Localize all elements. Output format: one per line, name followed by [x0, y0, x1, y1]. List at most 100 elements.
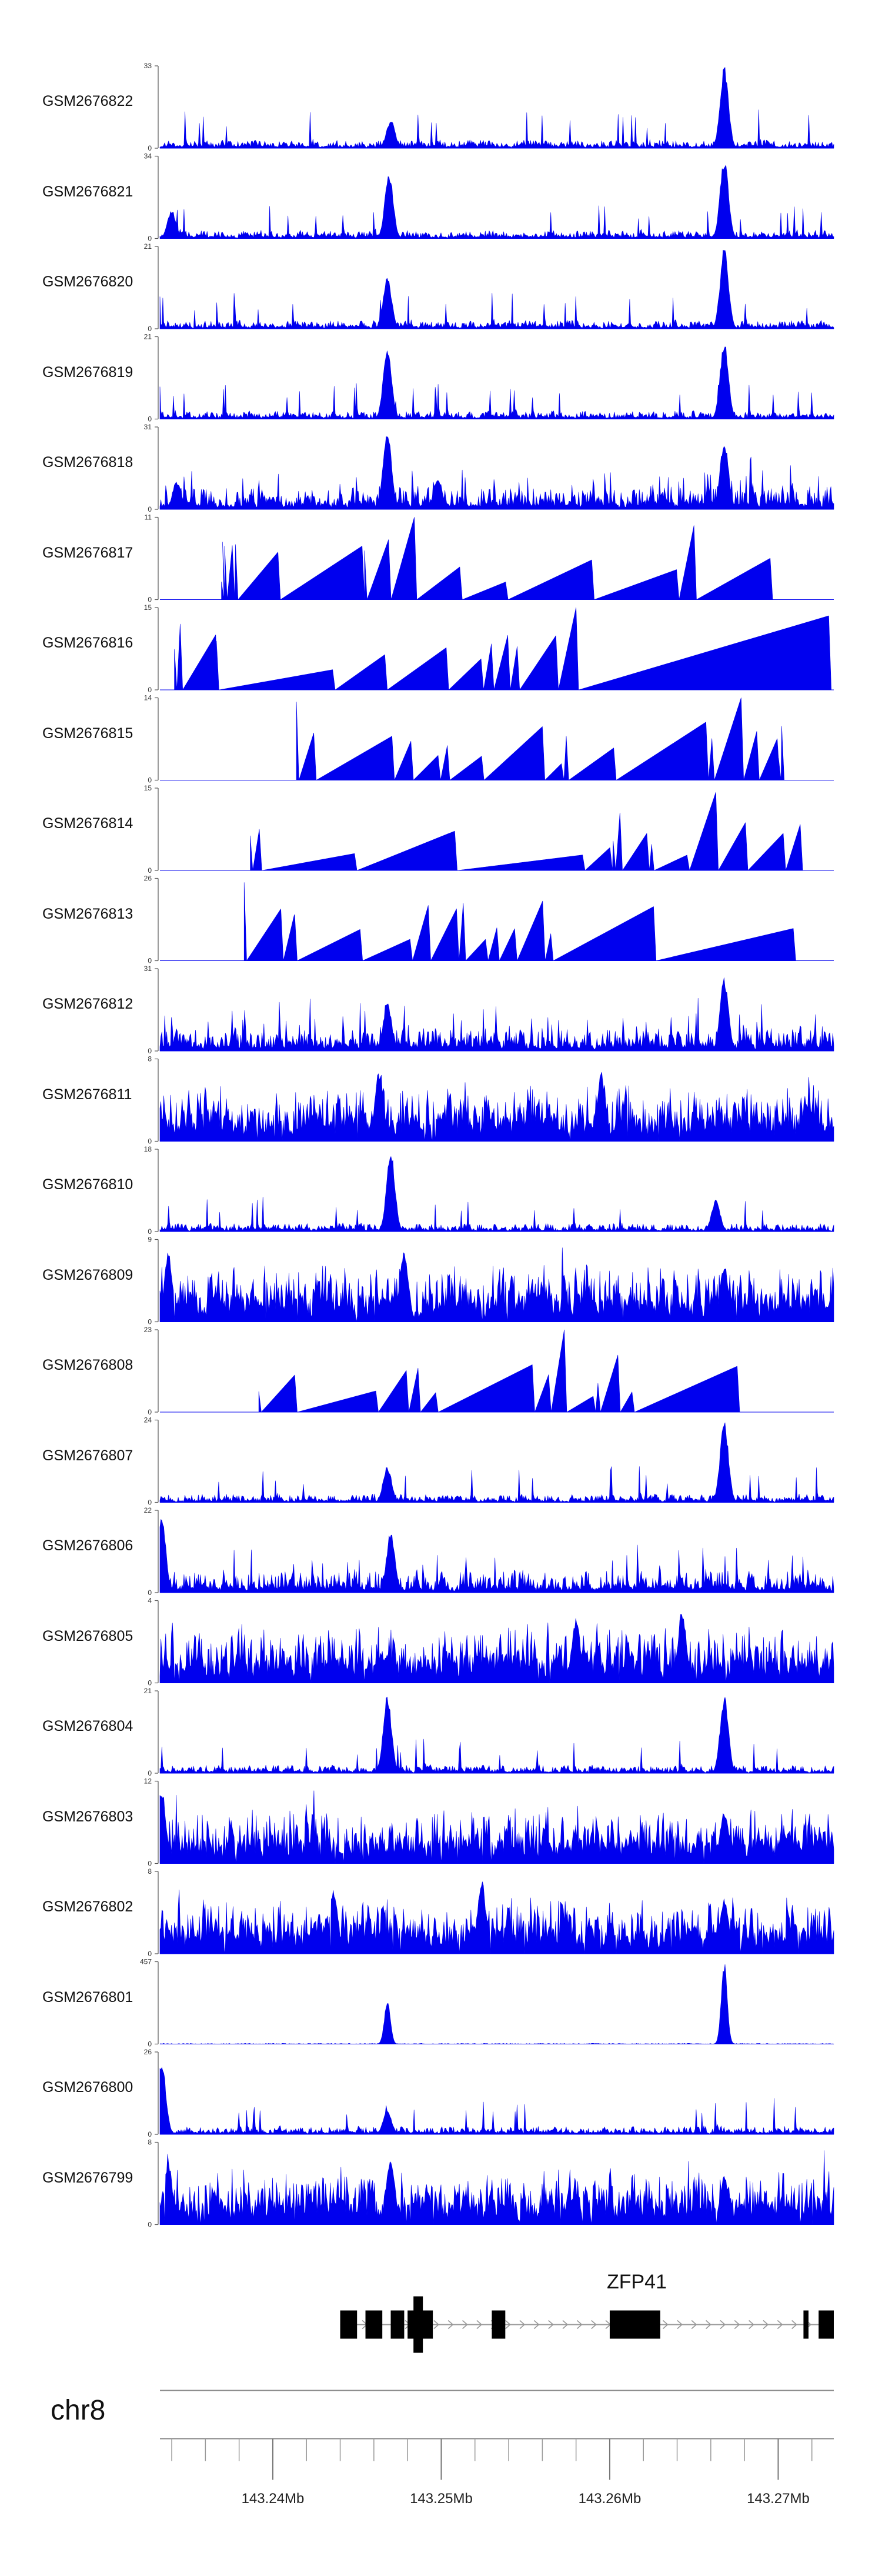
- y-max-label: 23: [144, 1326, 152, 1334]
- signal-area: [159, 2067, 834, 2135]
- track-label: GSM2676809: [42, 1266, 133, 1283]
- y-max-label: 15: [144, 784, 152, 792]
- y-max-label: 8: [148, 2138, 152, 2147]
- signal-area: [159, 1881, 834, 1954]
- signal-area: [296, 698, 784, 780]
- signal-area: [250, 792, 803, 871]
- track-label: GSM2676819: [42, 363, 133, 381]
- y-min-label: 0: [148, 596, 152, 604]
- y-min-label: 0: [148, 957, 152, 965]
- y-max-label: 8: [148, 1867, 152, 1876]
- signal-area: [159, 436, 834, 510]
- track-GSM2676820: 21 0: [144, 242, 834, 333]
- y-max-label: 18: [144, 1145, 152, 1153]
- signal-area: [221, 517, 773, 600]
- signal-area: [159, 2150, 834, 2225]
- y-min-label: 0: [148, 235, 152, 243]
- exon: [340, 2310, 358, 2339]
- exon: [609, 2310, 660, 2339]
- strand-chevron: [720, 2320, 726, 2330]
- coordinate-label: 143.27Mb: [747, 2490, 810, 2507]
- track-GSM2676816: 15 0: [144, 603, 834, 694]
- strand-chevron: [505, 2320, 511, 2330]
- y-min-label: 0: [148, 1499, 152, 1507]
- y-max-label: 14: [144, 694, 152, 702]
- track-label: GSM2676807: [42, 1447, 133, 1464]
- signal-area: [159, 1156, 834, 1232]
- y-max-label: 8: [148, 1055, 152, 1063]
- track-GSM2676802: 80: [148, 1867, 834, 1958]
- y-min-label: 0: [148, 1860, 152, 1868]
- track-label: GSM2676805: [42, 1627, 133, 1644]
- y-min-label: 0: [148, 1589, 152, 1597]
- track-label: GSM2676812: [42, 996, 133, 1012]
- signal-area: [159, 1247, 834, 1322]
- exon: [390, 2310, 405, 2339]
- track-GSM2676819: 21 0: [144, 333, 834, 423]
- y-min-label: 0: [148, 2040, 152, 2048]
- track-GSM2676810: 18 0: [144, 1145, 834, 1236]
- track-GSM2676805: 40: [148, 1597, 834, 1687]
- y-min-label: 0: [148, 144, 152, 152]
- track-GSM2676822: 33 0: [144, 62, 834, 152]
- signal-area: [159, 1422, 834, 1503]
- track-label: GSM2676810: [42, 1176, 133, 1193]
- track-label: GSM2676799: [42, 2169, 133, 2186]
- strand-chevron: [562, 2320, 569, 2330]
- y-max-label: 33: [144, 62, 152, 70]
- strand-chevron: [462, 2320, 468, 2330]
- track-GSM2676809: 90: [148, 1236, 834, 1326]
- track-GSM2676821: 34 0: [144, 152, 834, 243]
- track-GSM2676803: 12 0: [144, 1777, 834, 1868]
- track-label: GSM2676802: [42, 1898, 133, 1915]
- y-max-label: 26: [144, 875, 152, 883]
- track-label: GSM2676816: [42, 635, 133, 651]
- y-min-label: 0: [148, 866, 152, 875]
- y-max-label: 21: [144, 1687, 152, 1695]
- y-max-label: 9: [148, 1236, 152, 1244]
- y-min-label: 0: [148, 1679, 152, 1687]
- y-min-label: 0: [148, 1950, 152, 1958]
- strand-chevron: [749, 2320, 754, 2330]
- strand-chevron: [476, 2320, 483, 2330]
- y-min-label: 0: [148, 2130, 152, 2138]
- strand-chevron: [662, 2320, 669, 2330]
- signal-area: [159, 250, 834, 329]
- signal-area: [159, 346, 834, 419]
- strand-chevron: [763, 2320, 769, 2330]
- track-GSM2676815: 14 0: [144, 694, 834, 785]
- signal-area: [243, 882, 796, 961]
- track-label: GSM2676814: [42, 815, 133, 832]
- strand-chevron: [548, 2320, 554, 2330]
- y-max-label: 34: [144, 152, 152, 161]
- strand-chevron: [734, 2320, 740, 2330]
- signal-area: [159, 1519, 834, 1593]
- track-label: GSM2676804: [42, 1718, 133, 1734]
- track-GSM2676818: 31 0: [144, 423, 834, 513]
- exon: [492, 2310, 506, 2339]
- track-label: GSM2676801: [42, 1988, 133, 2006]
- track-label: GSM2676815: [42, 725, 133, 742]
- y-min-label: 0: [148, 1047, 152, 1055]
- y-min-label: 0: [148, 1227, 152, 1236]
- y-max-label: 21: [144, 333, 152, 341]
- signal-area: [159, 1790, 834, 1864]
- track-GSM2676814: 15 0: [144, 784, 834, 875]
- track-GSM2676817: 11 0: [145, 513, 834, 604]
- track-label: GSM2676813: [42, 905, 133, 922]
- y-max-label: 22: [144, 1506, 152, 1514]
- exon: [413, 2296, 423, 2353]
- y-max-label: 21: [144, 242, 152, 251]
- track-GSM2676800: 26 0: [144, 2048, 834, 2138]
- track-GSM2676804: 21 0: [144, 1687, 834, 1777]
- y-min-label: 0: [148, 1137, 152, 1146]
- track-label: GSM2676808: [42, 1357, 133, 1373]
- signal-area: [159, 977, 834, 1052]
- track-label: GSM2676820: [42, 273, 133, 290]
- track-GSM2676799: 80: [148, 2138, 834, 2229]
- exon: [803, 2310, 809, 2339]
- strand-chevron: [791, 2320, 797, 2330]
- track-GSM2676812: 31 0: [144, 965, 834, 1055]
- track-label: GSM2676811: [42, 1086, 132, 1103]
- signal-area: [159, 1614, 834, 1683]
